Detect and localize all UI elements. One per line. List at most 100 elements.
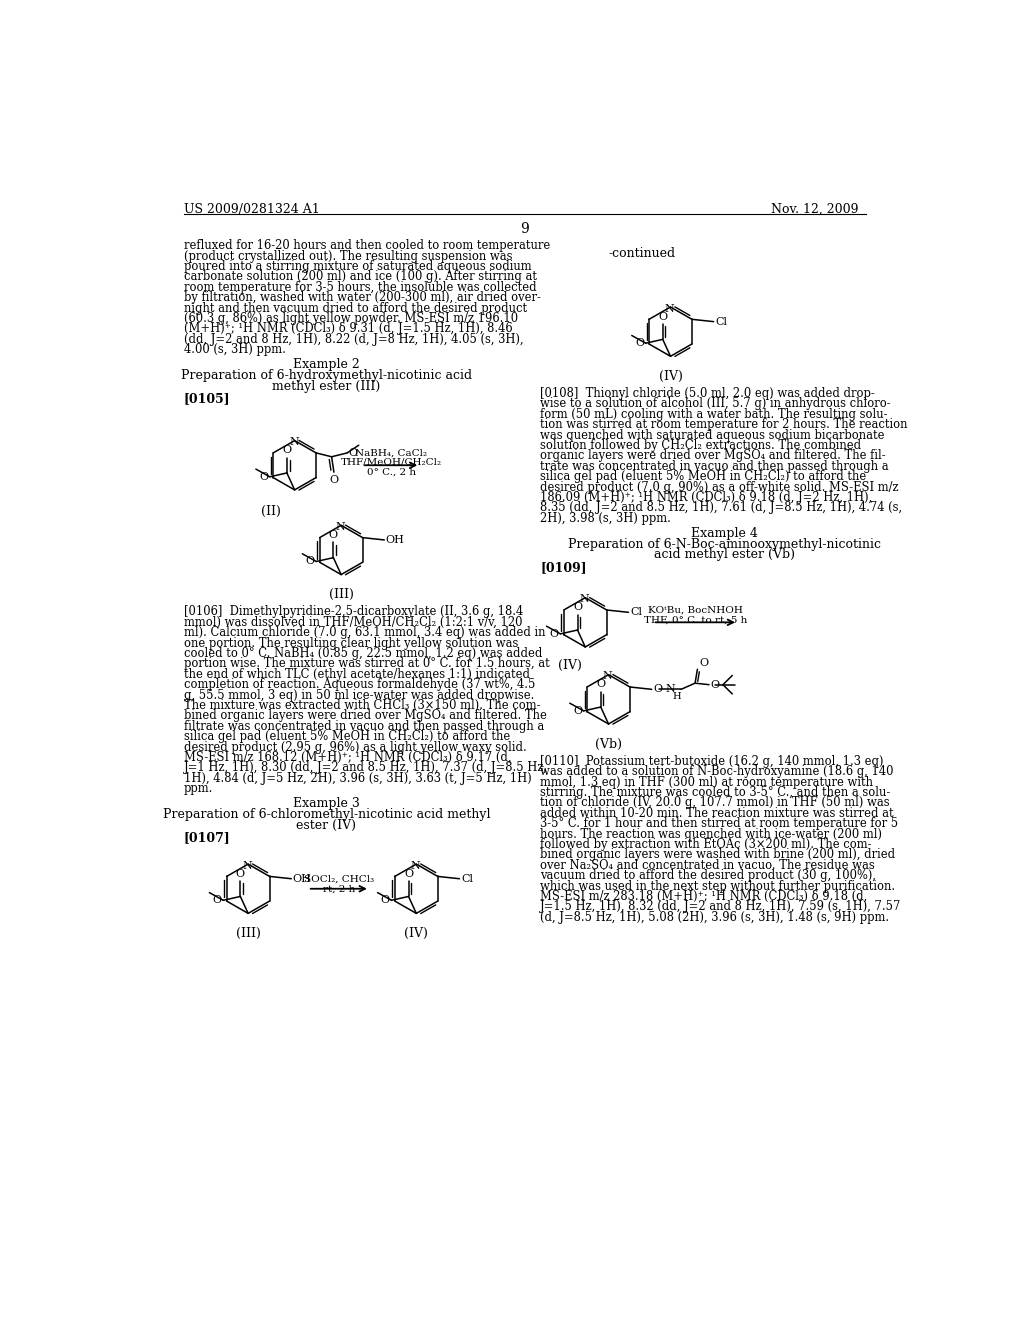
Text: OH: OH (386, 535, 404, 545)
Text: tion of chloride (IV, 20.0 g, 107.7 mmol) in THF (50 ml) was: tion of chloride (IV, 20.0 g, 107.7 mmol… (541, 796, 890, 809)
Text: followed by extraction with EtOAc (3×200 ml). The com-: followed by extraction with EtOAc (3×200… (541, 838, 871, 851)
Text: hours. The reaction was quenched with ice-water (200 ml): hours. The reaction was quenched with ic… (541, 828, 883, 841)
Text: O: O (596, 680, 605, 689)
Text: poured into a stirring mixture of saturated aqueous sodium: poured into a stirring mixture of satura… (183, 260, 531, 273)
Text: O: O (213, 895, 222, 906)
Text: form (50 mL) cooling with a water bath. The resulting solu-: form (50 mL) cooling with a water bath. … (541, 408, 888, 421)
Text: organic layers were dried over MgSO₄ and filtered. The fil-: organic layers were dried over MgSO₄ and… (541, 449, 886, 462)
Text: N: N (289, 437, 299, 447)
Text: ester (IV): ester (IV) (296, 818, 356, 832)
Text: (Vb): (Vb) (595, 738, 622, 751)
Text: (III): (III) (236, 927, 260, 940)
Text: O: O (283, 445, 292, 455)
Text: Preparation of 6-hydroxymethyl-nicotinic acid: Preparation of 6-hydroxymethyl-nicotinic… (181, 370, 472, 381)
Text: (III): (III) (329, 589, 353, 602)
Text: OH: OH (293, 874, 311, 883)
Text: carbonate solution (200 ml) and ice (100 g). After stirring at: carbonate solution (200 ml) and ice (100… (183, 271, 537, 284)
Text: silica gel pad (eluent 5% MeOH in CH₂Cl₂) to afford the: silica gel pad (eluent 5% MeOH in CH₂Cl₂… (541, 470, 866, 483)
Text: ppm.: ppm. (183, 781, 213, 795)
Text: Preparation of 6-N-Boc-aminooxymethyl-nicotinic: Preparation of 6-N-Boc-aminooxymethyl-ni… (568, 537, 882, 550)
Text: O: O (236, 869, 245, 879)
Text: Example 4: Example 4 (691, 527, 758, 540)
Text: trate was concentrated in vacuo and then passed through a: trate was concentrated in vacuo and then… (541, 459, 889, 473)
Text: Example 2: Example 2 (293, 358, 359, 371)
Text: acid methyl ester (Vb): acid methyl ester (Vb) (654, 548, 796, 561)
Text: silica gel pad (eluent 5% MeOH in CH₂Cl₂) to afford the: silica gel pad (eluent 5% MeOH in CH₂Cl₂… (183, 730, 510, 743)
Text: [0107]: [0107] (183, 832, 230, 843)
Text: (IV): (IV) (404, 927, 428, 940)
Text: MS-ESI m/z 283.18 (M+H)⁺; ¹H NMR (CDCl₃) δ 9.18 (d,: MS-ESI m/z 283.18 (M+H)⁺; ¹H NMR (CDCl₃)… (541, 890, 867, 903)
Text: tion was stirred at room temperature for 2 hours. The reaction: tion was stirred at room temperature for… (541, 418, 908, 432)
Text: O: O (658, 312, 668, 322)
Text: 4.00 (s, 3H) ppm.: 4.00 (s, 3H) ppm. (183, 343, 286, 356)
Text: N: N (665, 304, 675, 314)
Text: (M+H)⁺; ¹H NMR (CDCl₃) δ 9.31 (d, J=1.5 Hz, 1H), 8.46: (M+H)⁺; ¹H NMR (CDCl₃) δ 9.31 (d, J=1.5 … (183, 322, 512, 335)
Text: portion wise. The mixture was stirred at 0° C. for 1.5 hours, at: portion wise. The mixture was stirred at… (183, 657, 550, 671)
Text: O: O (573, 602, 582, 612)
Text: MS-ESI m/z 168.12 (M+H)⁺; ¹H NMR (CDCl₃) δ 9.17 (d,: MS-ESI m/z 168.12 (M+H)⁺; ¹H NMR (CDCl₃)… (183, 751, 511, 764)
Text: O: O (653, 684, 663, 694)
Text: 186.09 (M+H)⁺; ¹H NMR (CDCl₃) δ 9.18 (d, J=2 Hz, 1H),: 186.09 (M+H)⁺; ¹H NMR (CDCl₃) δ 9.18 (d,… (541, 491, 872, 504)
Text: The mixture was extracted with CHCl₃ (3×150 ml). The com-: The mixture was extracted with CHCl₃ (3×… (183, 700, 541, 711)
Text: O: O (550, 628, 559, 639)
Text: N: N (666, 684, 675, 694)
Text: completion of reaction. Aqueous formaldehyde (37 wt%, 4.5: completion of reaction. Aqueous formalde… (183, 678, 536, 692)
Text: room temperature for 3-5 hours, the insoluble was collected: room temperature for 3-5 hours, the inso… (183, 281, 537, 294)
Text: J=1 Hz, 1H), 8.30 (dd, J=2 and 8.5 Hz, 1H), 7.37 (d, J=8.5 Hz,: J=1 Hz, 1H), 8.30 (dd, J=2 and 8.5 Hz, 1… (183, 762, 548, 775)
Text: refluxed for 16-20 hours and then cooled to room temperature: refluxed for 16-20 hours and then cooled… (183, 239, 550, 252)
Text: the end of which TLC (ethyl acetate/hexanes 1:1) indicated: the end of which TLC (ethyl acetate/hexa… (183, 668, 529, 681)
Text: filtrate was concentrated in vacuo and then passed through a: filtrate was concentrated in vacuo and t… (183, 719, 544, 733)
Text: 9: 9 (520, 222, 529, 235)
Text: H: H (672, 692, 681, 701)
Text: O: O (404, 869, 413, 879)
Text: NaBH₄, CaCl₂: NaBH₄, CaCl₂ (355, 449, 427, 457)
Text: O: O (330, 475, 339, 486)
Text: Cl: Cl (461, 874, 473, 883)
Text: was quenched with saturated aqueous sodium bicarbonate: was quenched with saturated aqueous sodi… (541, 429, 885, 442)
Text: O: O (381, 895, 390, 906)
Text: 2H), 3.98 (s, 3H) ppm.: 2H), 3.98 (s, 3H) ppm. (541, 512, 671, 525)
Text: N: N (580, 594, 590, 605)
Text: O: O (329, 529, 338, 540)
Text: (d, J=8.5 Hz, 1H), 5.08 (2H), 3.96 (s, 3H), 1.48 (s, 9H) ppm.: (d, J=8.5 Hz, 1H), 5.08 (2H), 3.96 (s, 3… (541, 911, 890, 924)
Text: (IV): (IV) (558, 659, 582, 672)
Text: [0105]: [0105] (183, 392, 230, 405)
Text: O: O (305, 557, 314, 566)
Text: mmol) was dissolved in THF/MeOH/CH₂Cl₂ (1:2:1 v/v, 120: mmol) was dissolved in THF/MeOH/CH₂Cl₂ (… (183, 615, 522, 628)
Text: which was used in the next step without further purification.: which was used in the next step without … (541, 879, 895, 892)
Text: O: O (635, 338, 644, 348)
Text: N: N (603, 672, 612, 681)
Text: Nov. 12, 2009: Nov. 12, 2009 (771, 203, 859, 216)
Text: vacuum dried to afford the desired product (30 g, 100%),: vacuum dried to afford the desired produ… (541, 869, 877, 882)
Text: bined organic layers were washed with brine (200 ml), dried: bined organic layers were washed with br… (541, 849, 895, 862)
Text: N: N (336, 521, 345, 532)
Text: [0110]  Potassium tert-butoxide (16.2 g, 140 mmol, 1.3 eq): [0110] Potassium tert-butoxide (16.2 g, … (541, 755, 884, 768)
Text: THF, 0° C. to rt, 5 h: THF, 0° C. to rt, 5 h (644, 616, 746, 626)
Text: Example 3: Example 3 (293, 797, 359, 810)
Text: bined organic layers were dried over MgSO₄ and filtered. The: bined organic layers were dried over MgS… (183, 709, 547, 722)
Text: [0109]: [0109] (541, 561, 587, 574)
Text: (product crystallized out). The resulting suspension was: (product crystallized out). The resultin… (183, 249, 512, 263)
Text: O: O (573, 706, 583, 715)
Text: night and then vacuum dried to afford the desired product: night and then vacuum dried to afford th… (183, 302, 527, 314)
Text: O: O (711, 680, 720, 689)
Text: O: O (259, 471, 268, 482)
Text: Preparation of 6-chloromethyl-nicotinic acid methyl: Preparation of 6-chloromethyl-nicotinic … (163, 808, 490, 821)
Text: O: O (699, 657, 708, 668)
Text: (IV): (IV) (658, 370, 682, 383)
Text: desired product (2.95 g, 96%) as a light yellow waxy solid.: desired product (2.95 g, 96%) as a light… (183, 741, 526, 754)
Text: -continued: -continued (608, 247, 676, 260)
Text: THF/MeOH/CH₂Cl₂: THF/MeOH/CH₂Cl₂ (341, 458, 441, 466)
Text: KOᵗBu, BocNHOH: KOᵗBu, BocNHOH (648, 606, 742, 614)
Text: 3-5° C. for 1 hour and then stirred at room temperature for 5: 3-5° C. for 1 hour and then stirred at r… (541, 817, 898, 830)
Text: (60.3 g, 86%) as light yellow powder. MS-ESI m/z 196.10: (60.3 g, 86%) as light yellow powder. MS… (183, 312, 518, 325)
Text: rt, 2 h: rt, 2 h (323, 884, 355, 894)
Text: US 2009/0281324 A1: US 2009/0281324 A1 (183, 203, 319, 216)
Text: (dd, J=2 and 8 Hz, 1H), 8.22 (d, J=8 Hz, 1H), 4.05 (s, 3H),: (dd, J=2 and 8 Hz, 1H), 8.22 (d, J=8 Hz,… (183, 333, 523, 346)
Text: stirring. The mixture was cooled to 3-5° C., and then a solu-: stirring. The mixture was cooled to 3-5°… (541, 785, 891, 799)
Text: (II): (II) (261, 506, 282, 519)
Text: cooled to 0° C. NaBH₄ (0.85 g, 22.5 mmol, 1.2 eq) was added: cooled to 0° C. NaBH₄ (0.85 g, 22.5 mmol… (183, 647, 542, 660)
Text: wise to a solution of alcohol (III, 5.7 g) in anhydrous chloro-: wise to a solution of alcohol (III, 5.7 … (541, 397, 891, 411)
Text: O: O (348, 447, 357, 458)
Text: Cl: Cl (630, 607, 642, 618)
